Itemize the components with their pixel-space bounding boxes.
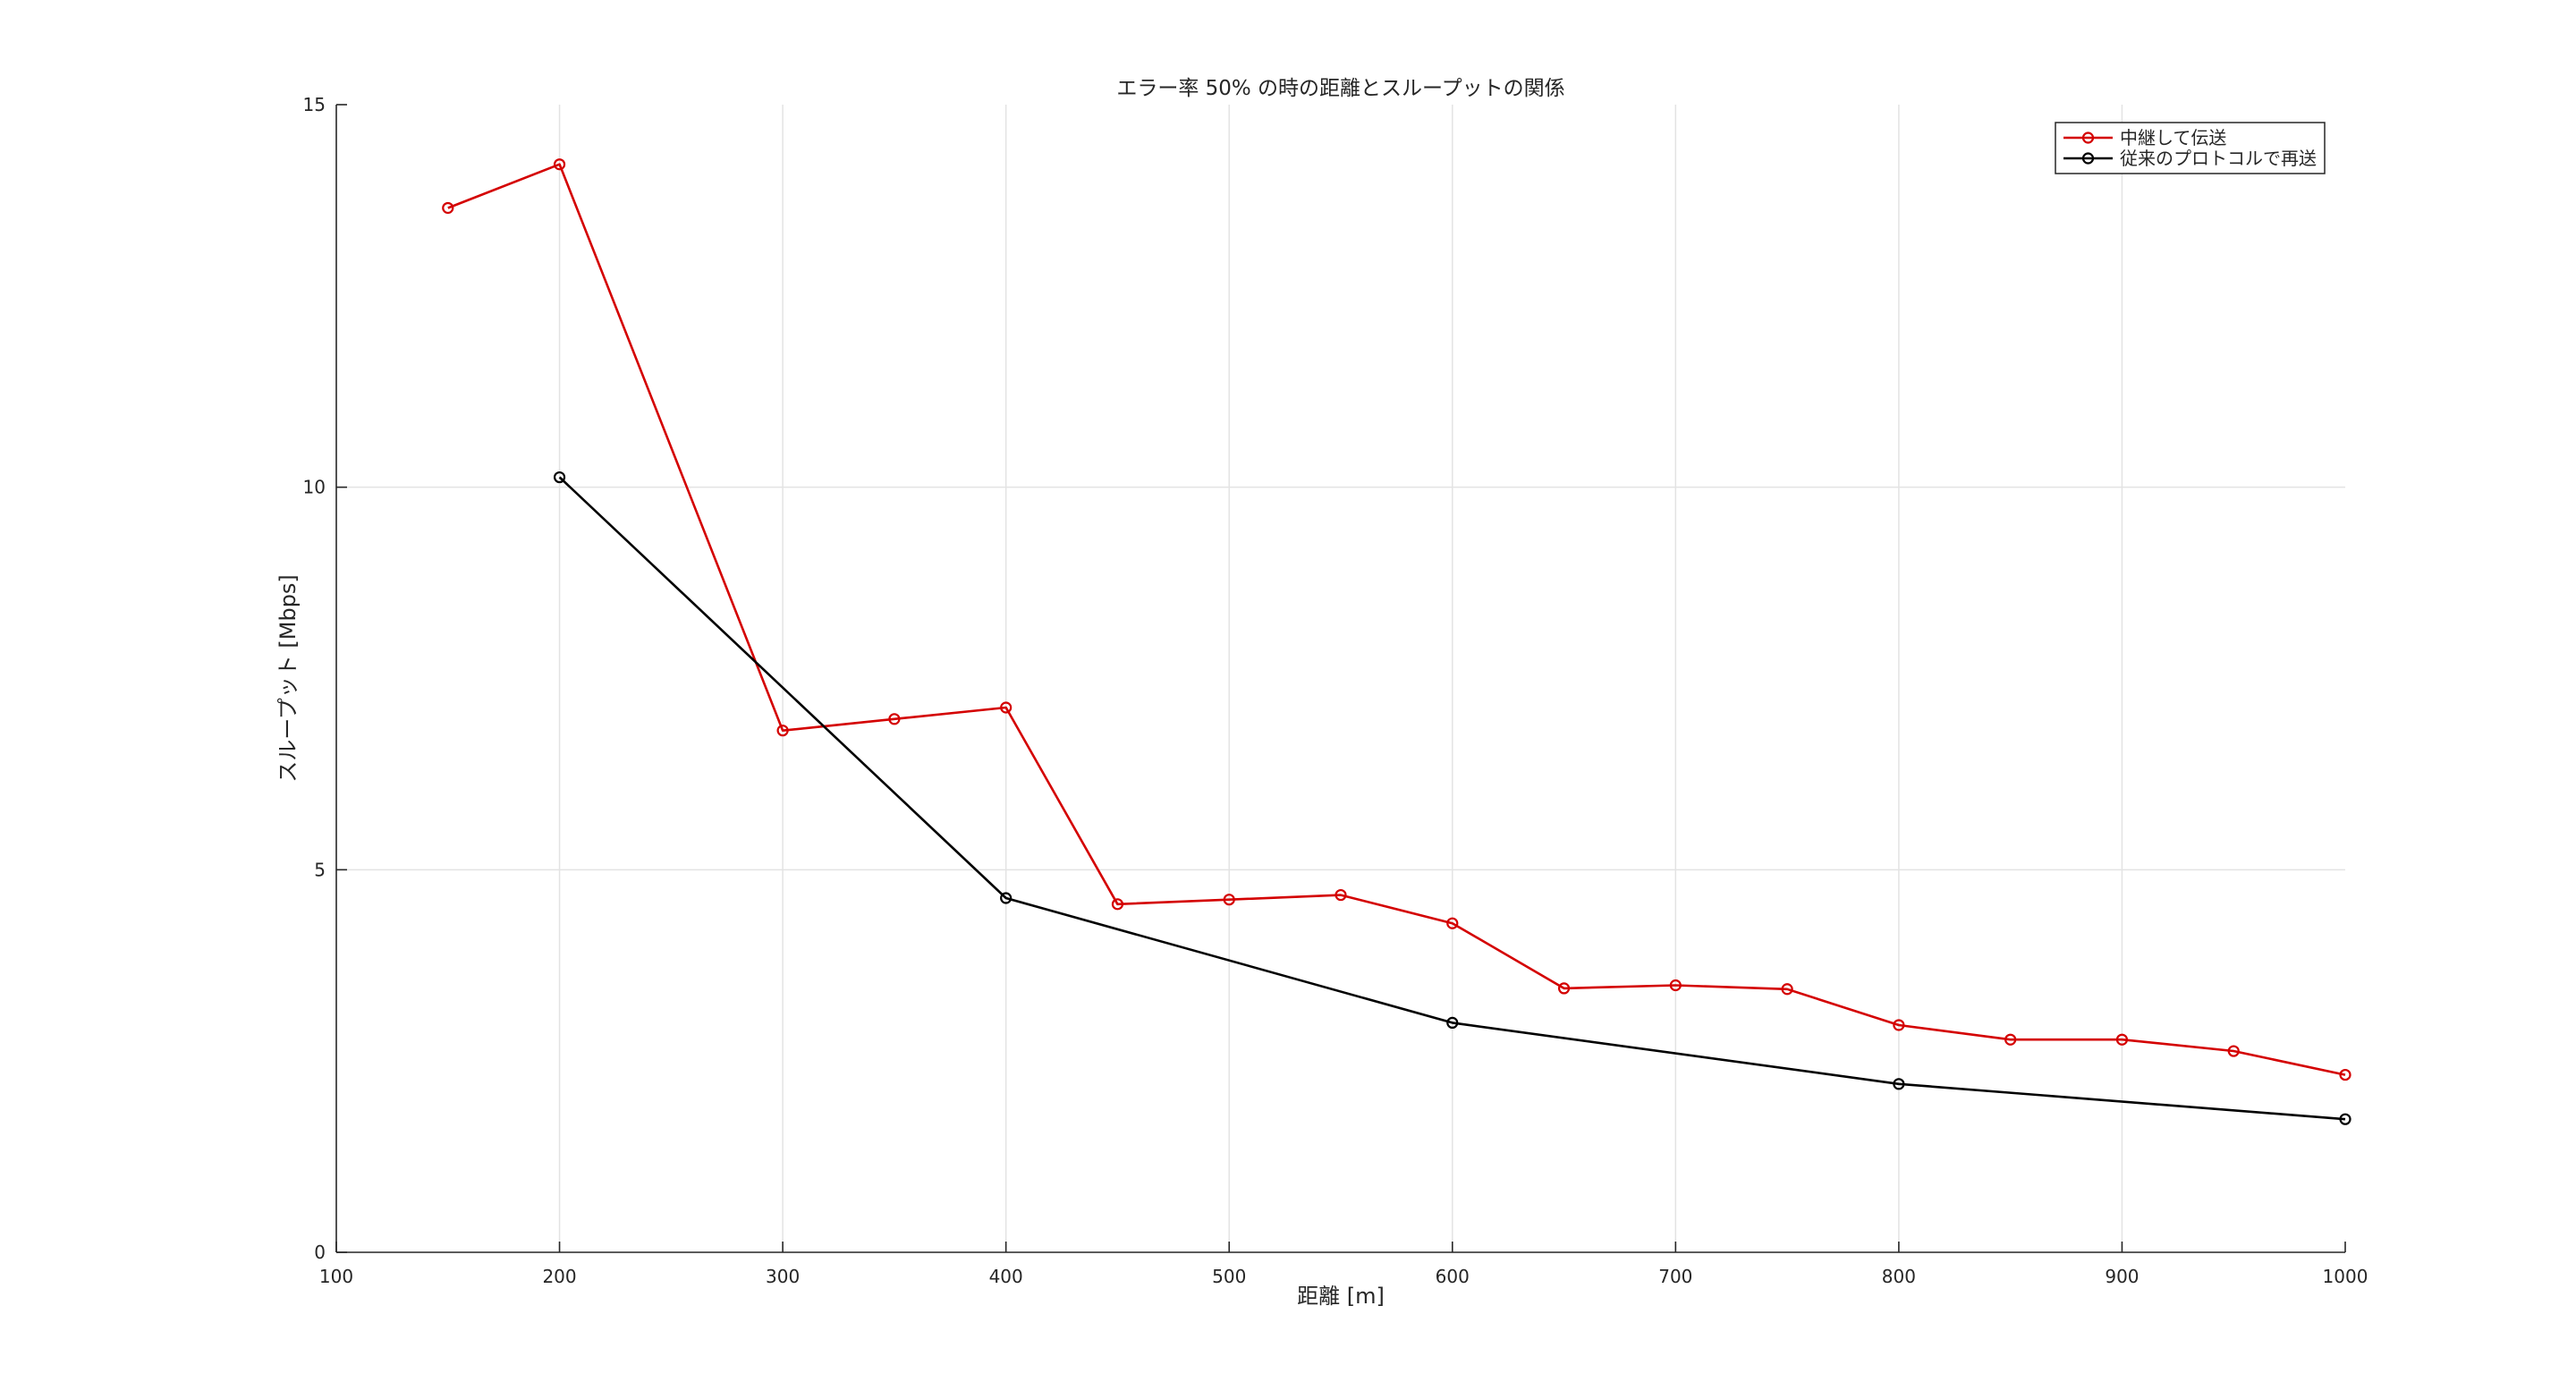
- legend-box: [2055, 122, 2326, 174]
- data-point: [553, 471, 566, 484]
- x-tick-label: 900: [2105, 1266, 2139, 1287]
- x-tick-label: 800: [1882, 1266, 1916, 1287]
- y-tick-label: 10: [303, 477, 326, 498]
- data-point: [1111, 898, 1124, 911]
- data-point: [2339, 1113, 2351, 1125]
- data-point: [1669, 979, 1682, 992]
- data-point: [2227, 1045, 2240, 1057]
- series-2: [553, 471, 2351, 1125]
- data-point: [553, 158, 566, 171]
- data-point: [1557, 982, 1571, 995]
- y-tick-label: 5: [314, 859, 326, 880]
- data-point: [1781, 983, 1793, 996]
- x-axis-label: 距離 [m]: [1297, 1284, 1385, 1309]
- legend-marker: [2081, 152, 2095, 165]
- data-point: [1000, 892, 1013, 904]
- data-point: [442, 201, 454, 215]
- x-tick-label: 500: [1212, 1266, 1246, 1287]
- data-point: [1223, 894, 1235, 906]
- x-tick-label: 700: [1658, 1266, 1692, 1287]
- legend-label: 中継して伝送: [2120, 127, 2226, 148]
- data-point: [1893, 1078, 1905, 1090]
- series-1: [442, 158, 2351, 1081]
- legend-marker: [2081, 131, 2095, 144]
- x-tick-label: 200: [542, 1266, 576, 1287]
- legend-label: 従来のプロトコルで再送: [2120, 148, 2317, 169]
- x-tick-label: 600: [1436, 1266, 1470, 1287]
- x-tick-label: 100: [319, 1266, 353, 1287]
- x-tick-label: 300: [766, 1266, 800, 1287]
- y-axis-label: スループット [Mbps]: [275, 574, 301, 783]
- y-tick-label: 0: [314, 1242, 326, 1263]
- data-point: [2115, 1033, 2129, 1046]
- chart-title: エラー率 50% の時の距離とスループットの関係: [1116, 77, 1564, 100]
- plot-area: 100 200 300 400 500 600 700 800 900 1000 0 5 10 15 エラー…: [275, 77, 2368, 1309]
- data-point: [888, 713, 901, 725]
- data-point: [1893, 1019, 1905, 1031]
- series-line: [447, 163, 2346, 1076]
- x-tick-label: 1000: [2323, 1266, 2368, 1287]
- data-point: [1446, 1016, 1459, 1030]
- data-point: [1000, 701, 1013, 714]
- data-point: [1335, 888, 1347, 902]
- data-point: [776, 725, 789, 737]
- data-point: [1446, 917, 1459, 929]
- series-line: [558, 476, 2346, 1121]
- data-point: [2339, 1068, 2351, 1081]
- y-tick-label: 15: [303, 94, 326, 115]
- x-tick-label: 400: [989, 1266, 1023, 1287]
- data-point: [2004, 1033, 2017, 1046]
